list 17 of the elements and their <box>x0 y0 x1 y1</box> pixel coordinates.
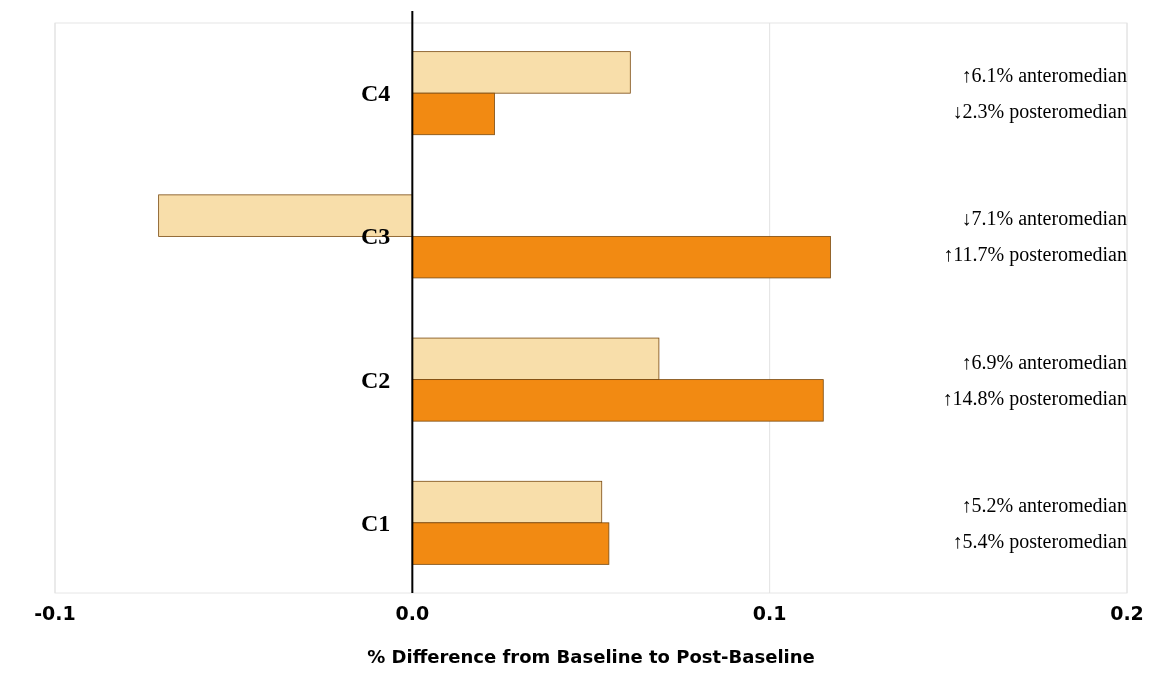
y-tick-label: C2 <box>360 366 391 393</box>
x-axis-title: % Difference from Baseline to Post-Baseline <box>367 646 815 667</box>
annotation: ↑6.9% anteromedian <box>961 350 1127 373</box>
annotation: ↓2.3% posteromedian <box>952 100 1127 124</box>
x-tick-label: 0.1 <box>752 602 787 624</box>
annotation: ↑5.4% posteromedian <box>952 529 1127 553</box>
x-tick-label: -0.1 <box>34 602 76 624</box>
annotation: ↑14.8% posteromedian <box>942 386 1127 410</box>
annotation: ↑6.1% anteromedian <box>961 64 1127 87</box>
annotation: ↑5.2% anteromedian <box>961 493 1127 516</box>
x-tick-label: 0.0 <box>395 602 430 624</box>
x-tick-label: 0.2 <box>1110 602 1144 624</box>
annotation: ↓7.1% anteromedian <box>961 207 1127 230</box>
bar <box>411 235 831 279</box>
y-tick-label: C4 <box>360 80 391 107</box>
annotation: ↑11.7% posteromedian <box>943 243 1127 267</box>
y-tick-label: C1 <box>360 509 391 536</box>
